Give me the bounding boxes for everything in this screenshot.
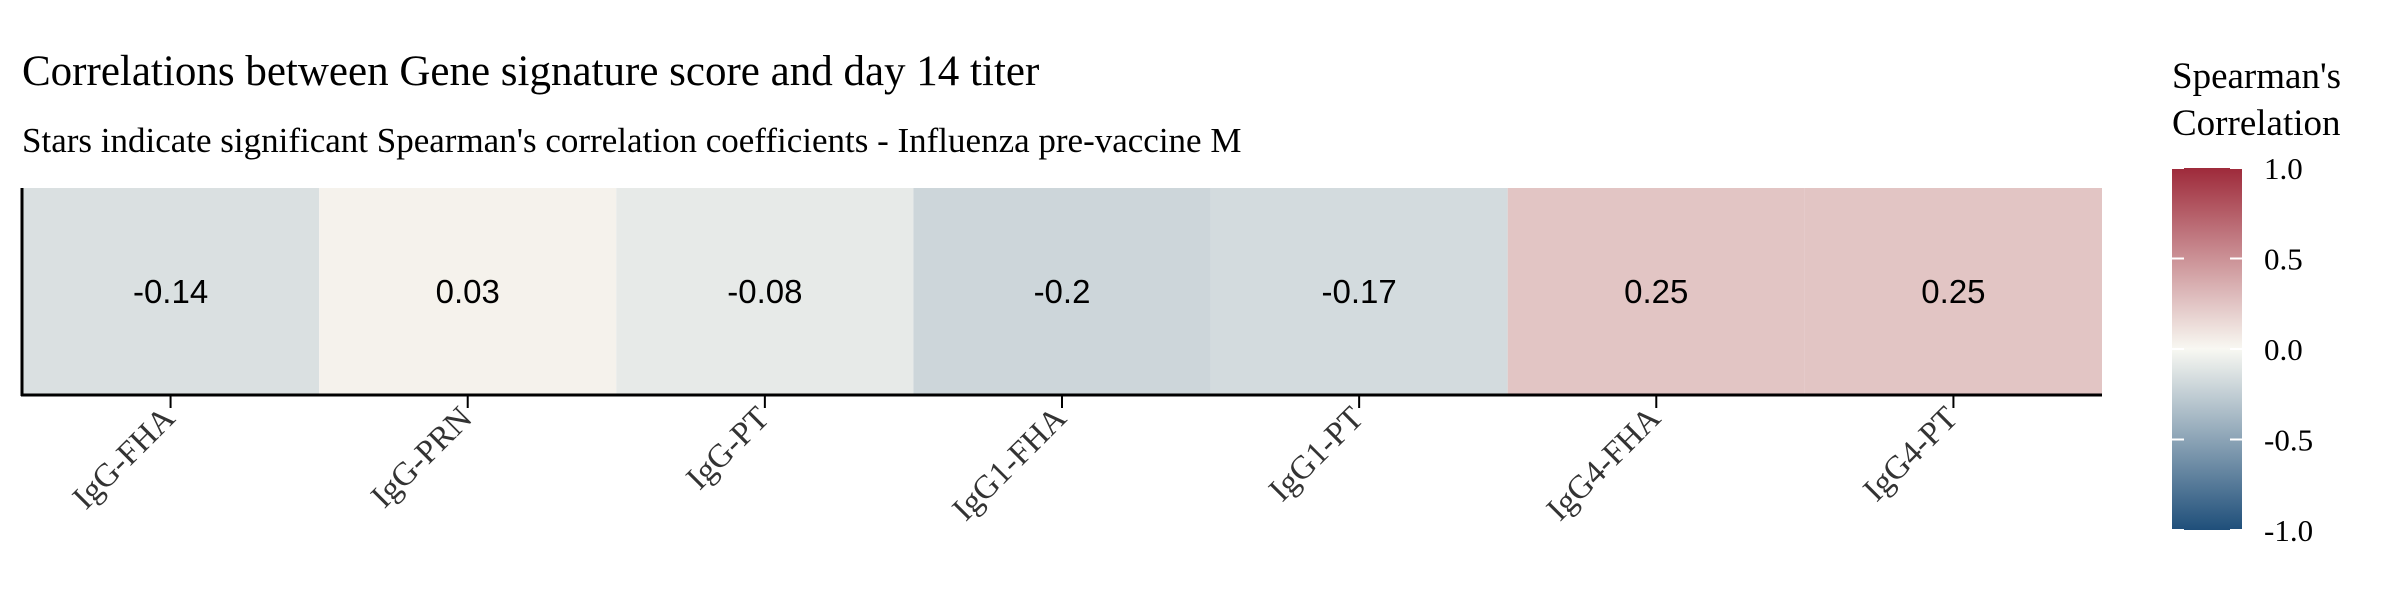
cell-value-label: -0.14 [133,273,208,310]
legend-tick-label: 0.0 [2264,332,2303,367]
chart-title: Correlations between Gene signature scor… [22,48,1039,95]
x-tick-label: IgG-PT [680,400,777,497]
x-tick-label: IgG4-FHA [1540,400,1668,528]
legend-title-line2: Correlation [2172,103,2341,144]
legend-tick-label: -0.5 [2264,423,2313,458]
cell-value-label: -0.2 [1034,273,1091,310]
x-tick-label: IgG4-PT [1857,400,1965,508]
x-tick-label: IgG1-PT [1262,400,1370,508]
heatmap-cell [616,188,914,394]
x-axis-tick-labels: IgG-FHA IgG-PRN IgG-PT IgG1-FHA IgG1-PT IgG4-… [66,400,1965,528]
cell-value-label: -0.17 [1322,273,1397,310]
cell-value-label: 0.03 [436,273,500,310]
heatmap-cells [22,188,2102,394]
cell-value-label: 0.25 [1624,273,1688,310]
x-tick-label: IgG-PRN [364,400,479,515]
x-tick-label: IgG-FHA [66,400,182,516]
heatmap-cell [1804,188,2102,394]
x-axis-ticks [169,395,1955,408]
legend-tick-label: 0.5 [2264,242,2303,277]
legend-tick-label: 1.0 [2264,151,2303,186]
heatmap-cell [1507,188,1805,394]
x-tick-label: IgG1-FHA [946,400,1074,528]
cell-value-label: 0.25 [1921,273,1985,310]
heatmap-cell-labels: -0.14 0.03 -0.08 -0.2 -0.17 0.25 0.25 [133,273,1986,310]
chart-subtitle: Stars indicate significant Spearman's co… [22,121,1241,160]
heatmap-cell [1210,188,1508,394]
legend-ticks: 1.0 0.5 0.0 -0.5 -1.0 [2172,151,2313,548]
cell-value-label: -0.08 [727,273,802,310]
legend-title-line1: Spearman's [2172,56,2341,97]
legend-tick-label: -1.0 [2264,513,2313,548]
heatmap-cell [319,188,617,394]
heatmap-cell [913,188,1211,394]
heatmap-cell [22,188,320,394]
